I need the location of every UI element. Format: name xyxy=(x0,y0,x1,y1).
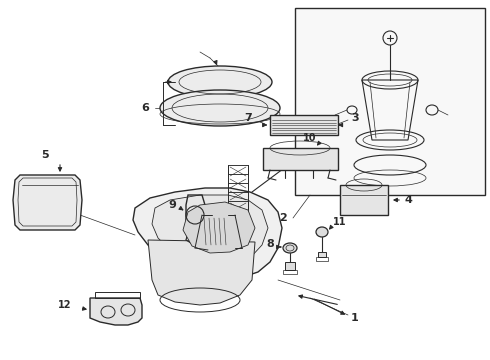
Ellipse shape xyxy=(168,66,272,98)
Text: 12: 12 xyxy=(58,300,72,310)
Bar xyxy=(295,8,485,195)
Ellipse shape xyxy=(160,90,280,126)
Bar xyxy=(340,185,388,215)
Text: 8: 8 xyxy=(266,239,274,249)
Text: 4: 4 xyxy=(404,195,412,205)
Polygon shape xyxy=(152,195,268,266)
Bar xyxy=(316,257,328,261)
Text: 3: 3 xyxy=(351,113,359,123)
Text: 2: 2 xyxy=(279,213,287,223)
Ellipse shape xyxy=(283,243,297,253)
Ellipse shape xyxy=(316,227,328,237)
Bar xyxy=(318,252,326,257)
Text: 9: 9 xyxy=(168,200,176,210)
Bar xyxy=(285,262,295,270)
Text: 10: 10 xyxy=(303,133,317,143)
Bar xyxy=(95,292,140,298)
Bar xyxy=(283,270,297,274)
Text: 5: 5 xyxy=(41,150,49,160)
Text: 1: 1 xyxy=(351,313,359,323)
Polygon shape xyxy=(148,240,255,305)
Bar xyxy=(263,148,338,170)
Text: 11: 11 xyxy=(333,217,347,227)
Polygon shape xyxy=(183,202,255,253)
Polygon shape xyxy=(90,298,142,325)
Polygon shape xyxy=(13,175,82,230)
Bar xyxy=(270,115,338,135)
Text: 6: 6 xyxy=(141,103,149,113)
Polygon shape xyxy=(133,188,282,280)
Text: 7: 7 xyxy=(244,113,252,123)
